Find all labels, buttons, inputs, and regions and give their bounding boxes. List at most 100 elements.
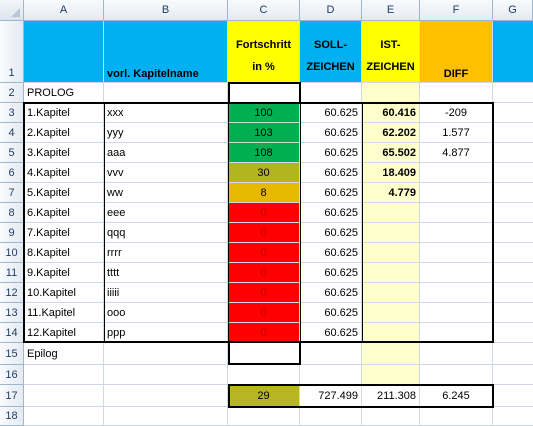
chapter-6-diff[interactable] (420, 203, 493, 223)
row-header-6[interactable]: 6 (0, 163, 24, 183)
cell-E15[interactable] (362, 343, 420, 365)
chapter-1-name[interactable]: xxx (104, 103, 228, 123)
chapter-10-fortschritt[interactable]: 0 (228, 283, 300, 303)
chapter-9-diff[interactable] (420, 263, 493, 283)
cell-C2[interactable] (228, 83, 300, 103)
chapter-6-fortschritt[interactable]: 0 (228, 203, 300, 223)
cell-C15[interactable] (228, 343, 300, 365)
total-ist[interactable]: 211.308 (362, 385, 420, 407)
chapter-4-name[interactable]: vvv (104, 163, 228, 183)
chapter-7-soll[interactable]: 60.625 (300, 223, 362, 243)
row-header-16[interactable]: 16 (0, 365, 24, 385)
cell-G2[interactable] (493, 83, 533, 103)
cell-E16[interactable] (362, 365, 420, 385)
row-header-10[interactable]: 10 (0, 243, 24, 263)
header-soll[interactable]: SOLL-ZEICHEN (300, 21, 362, 83)
row-header-2[interactable]: 2 (0, 83, 24, 103)
chapter-12-kapitel[interactable]: 12.Kapitel (24, 323, 104, 343)
cell-B15[interactable] (104, 343, 228, 365)
total-fortschritt[interactable]: 29 (228, 385, 300, 407)
cell-D18[interactable] (300, 407, 362, 426)
cell-D15[interactable] (300, 343, 362, 365)
column-header-a[interactable]: A (24, 0, 104, 21)
chapter-12-name[interactable]: ppp (104, 323, 228, 343)
chapter-10-kapitel[interactable]: 10.Kapitel (24, 283, 104, 303)
column-header-e[interactable]: E (362, 0, 420, 21)
chapter-9-name[interactable]: tttt (104, 263, 228, 283)
chapter-4-g[interactable] (493, 163, 533, 183)
row-header-15[interactable]: 15 (0, 343, 24, 365)
chapter-6-ist[interactable] (362, 203, 420, 223)
chapter-7-g[interactable] (493, 223, 533, 243)
select-all-corner[interactable] (0, 0, 24, 21)
chapter-8-name[interactable]: rrrr (104, 243, 228, 263)
chapter-4-fortschritt[interactable]: 30 (228, 163, 300, 183)
cell-G15[interactable] (493, 343, 533, 365)
chapter-4-soll[interactable]: 60.625 (300, 163, 362, 183)
chapter-7-kapitel[interactable]: 7.Kapitel (24, 223, 104, 243)
cell-B16[interactable] (104, 365, 228, 385)
chapter-9-soll[interactable]: 60.625 (300, 263, 362, 283)
chapter-11-g[interactable] (493, 303, 533, 323)
cell-F18[interactable] (420, 407, 493, 426)
chapter-4-diff[interactable] (420, 163, 493, 183)
chapter-4-kapitel[interactable]: 4.Kapitel (24, 163, 104, 183)
chapter-1-fortschritt[interactable]: 100 (228, 103, 300, 123)
chapter-6-name[interactable]: eee (104, 203, 228, 223)
column-header-g[interactable]: G (493, 0, 533, 21)
column-header-d[interactable]: D (300, 0, 362, 21)
chapter-1-ist[interactable]: 60.416 (362, 103, 420, 123)
chapter-2-kapitel[interactable]: 2.Kapitel (24, 123, 104, 143)
chapter-8-kapitel[interactable]: 8.Kapitel (24, 243, 104, 263)
chapter-10-ist[interactable] (362, 283, 420, 303)
chapter-5-name[interactable]: ww (104, 183, 228, 203)
column-header-c[interactable]: C (228, 0, 300, 21)
cell-G18[interactable] (493, 407, 533, 426)
chapter-5-ist[interactable]: 4.779 (362, 183, 420, 203)
chapter-3-name[interactable]: aaa (104, 143, 228, 163)
cell-F2[interactable] (420, 83, 493, 103)
chapter-7-diff[interactable] (420, 223, 493, 243)
chapter-1-diff[interactable]: -209 (420, 103, 493, 123)
cell-B2[interactable] (104, 83, 228, 103)
row-header-3[interactable]: 3 (0, 103, 24, 123)
chapter-9-fortschritt[interactable]: 0 (228, 263, 300, 283)
chapter-2-soll[interactable]: 60.625 (300, 123, 362, 143)
chapter-2-diff[interactable]: 1.577 (420, 123, 493, 143)
chapter-3-soll[interactable]: 60.625 (300, 143, 362, 163)
chapter-9-kapitel[interactable]: 9.Kapitel (24, 263, 104, 283)
chapter-8-diff[interactable] (420, 243, 493, 263)
chapter-7-name[interactable]: qqq (104, 223, 228, 243)
cell-C16[interactable] (228, 365, 300, 385)
chapter-2-ist[interactable]: 62.202 (362, 123, 420, 143)
cell-D2[interactable] (300, 83, 362, 103)
total-diff[interactable]: 6.245 (420, 385, 493, 407)
chapter-8-fortschritt[interactable]: 0 (228, 243, 300, 263)
chapter-11-name[interactable]: ooo (104, 303, 228, 323)
row-header-18[interactable]: 18 (0, 407, 24, 426)
chapter-2-g[interactable] (493, 123, 533, 143)
cell-A1[interactable] (24, 21, 104, 83)
chapter-12-ist[interactable] (362, 323, 420, 343)
chapter-8-ist[interactable] (362, 243, 420, 263)
total-soll[interactable]: 727.499 (300, 385, 362, 407)
chapter-6-g[interactable] (493, 203, 533, 223)
chapter-9-g[interactable] (493, 263, 533, 283)
chapter-11-fortschritt[interactable]: 0 (228, 303, 300, 323)
cell-C18[interactable] (228, 407, 300, 426)
chapter-7-fortschritt[interactable]: 0 (228, 223, 300, 243)
cell-A17[interactable] (24, 385, 104, 407)
header-diff[interactable]: DIFF (420, 21, 493, 83)
chapter-3-ist[interactable]: 65.502 (362, 143, 420, 163)
chapter-12-soll[interactable]: 60.625 (300, 323, 362, 343)
chapter-8-soll[interactable]: 60.625 (300, 243, 362, 263)
header-kapitelname[interactable]: vorl. Kapitelname (104, 21, 228, 83)
cell-E18[interactable] (362, 407, 420, 426)
cell-F16[interactable] (420, 365, 493, 385)
column-header-f[interactable]: F (420, 0, 493, 21)
chapter-2-fortschritt[interactable]: 103 (228, 123, 300, 143)
chapter-11-diff[interactable] (420, 303, 493, 323)
chapter-10-g[interactable] (493, 283, 533, 303)
cell-F15[interactable] (420, 343, 493, 365)
